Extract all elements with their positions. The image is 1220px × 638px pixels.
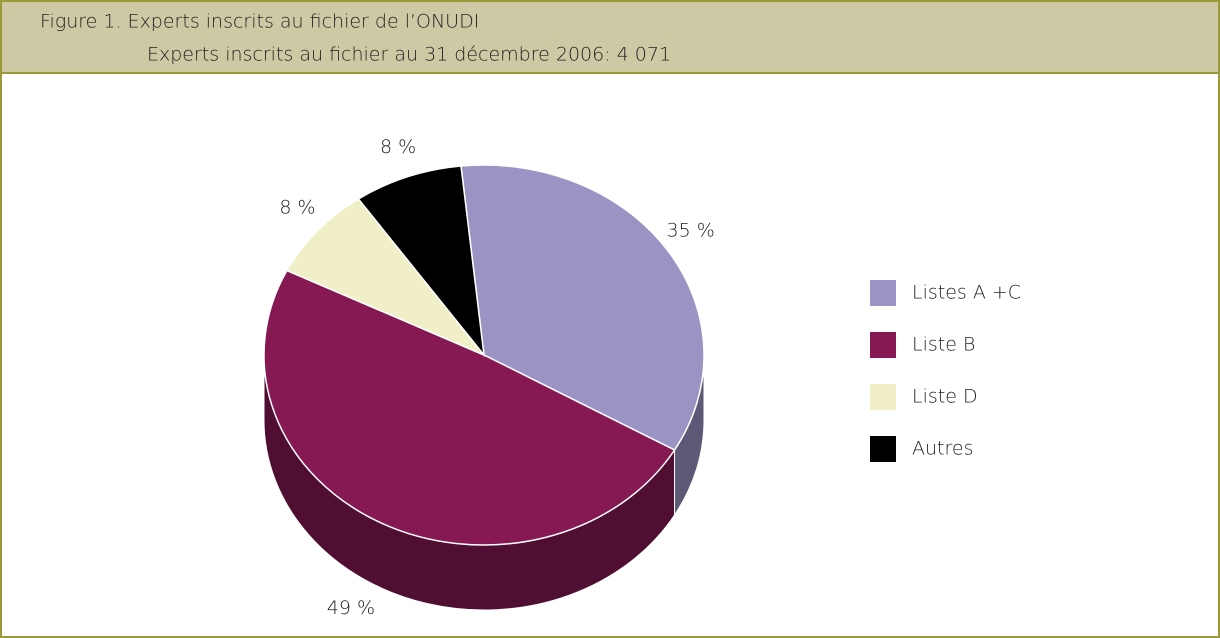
chart-subtitle: Experts inscrits au fichier au 31 décemb… [147, 44, 671, 66]
data-label: 35 % [667, 220, 715, 242]
slice [263, 269, 676, 546]
data-label: 49 % [327, 597, 375, 619]
legend-swatch [870, 280, 896, 306]
data-label: 8 % [380, 136, 416, 158]
legend-swatch [870, 332, 896, 358]
legend-label: Listes A +C [912, 282, 1021, 304]
chart-title: Figure 1. Experts inscrits au fichier de… [40, 11, 479, 33]
legend-label: Liste D [912, 386, 978, 408]
legend-swatch [870, 384, 896, 410]
legend-swatch [870, 436, 896, 462]
legend-label: Liste B [912, 334, 975, 356]
slice [357, 165, 486, 358]
data-label: 8 % [279, 196, 315, 218]
header [0, 0, 1220, 74]
legend-label: Autres [912, 438, 973, 460]
slice [285, 198, 485, 356]
slice [460, 164, 705, 451]
